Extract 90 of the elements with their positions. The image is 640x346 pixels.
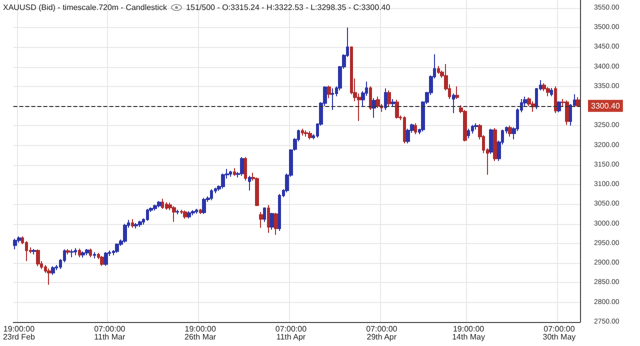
candlestick — [369, 86, 372, 110]
candlestick — [134, 222, 138, 230]
candlestick — [437, 65, 440, 74]
candlestick — [13, 238, 17, 250]
candlestick — [131, 218, 134, 228]
x-tick-label: 07:00:00 30th May — [542, 324, 576, 342]
candlestick — [376, 96, 380, 108]
candlestick — [452, 92, 455, 114]
candlestick — [157, 200, 161, 208]
candlestick — [165, 202, 168, 210]
candlestick — [51, 266, 55, 276]
candlestick — [267, 204, 270, 234]
candlestick — [331, 88, 334, 110]
x-tick-label: 07:00:00 29th Apr — [366, 324, 398, 342]
candlestick — [172, 206, 176, 222]
candlestick — [32, 248, 36, 255]
candlestick — [100, 256, 104, 266]
candlestick — [25, 240, 28, 262]
candlestick — [554, 86, 557, 114]
candlestick — [202, 197, 206, 215]
candlestick — [93, 252, 96, 259]
candlestick — [191, 210, 195, 216]
candlestick — [229, 170, 232, 178]
candlestick — [489, 128, 493, 154]
candlestick — [546, 86, 550, 97]
candlestick — [403, 116, 406, 144]
candlestick — [74, 248, 77, 256]
candlestick — [221, 173, 225, 189]
candlestick — [278, 193, 281, 232]
candlestick — [66, 248, 70, 255]
candlestick — [455, 86, 459, 100]
candlestick — [565, 100, 569, 126]
candlestick — [195, 208, 198, 214]
candlestick — [387, 90, 391, 107]
x-tick-label: 07:00:00 11th Apr — [275, 324, 308, 342]
candlestick — [123, 223, 127, 244]
candlestick — [270, 212, 274, 230]
candlestick — [210, 188, 213, 201]
candlestick — [233, 168, 236, 176]
candlestick — [176, 209, 179, 215]
candlestick — [161, 198, 164, 210]
candlestick — [153, 204, 157, 211]
candlestick — [138, 220, 142, 228]
candlestick — [183, 210, 187, 220]
candlestick — [255, 176, 259, 207]
candlestick — [308, 130, 312, 140]
candlestick — [508, 125, 512, 138]
candlestick — [244, 156, 247, 182]
candlestick — [301, 128, 304, 136]
candlestick — [474, 122, 478, 130]
candlestick — [104, 252, 108, 266]
candlestick — [263, 206, 266, 222]
candlestick — [493, 128, 497, 162]
candlestick — [576, 96, 580, 108]
candlestick — [180, 209, 183, 215]
candlestick — [240, 156, 244, 176]
candlestick — [414, 122, 417, 135]
candlestick — [471, 124, 474, 134]
candlestick — [199, 208, 202, 215]
candlestick — [248, 175, 251, 191]
chart-subtitle: 151/500 - O:3315.24 - H:3322.53 - L:3298.35 - C:3300.40 — [186, 3, 390, 12]
ref-line-label: 3300.40 — [591, 101, 620, 110]
candlestick — [85, 248, 89, 256]
candlestick — [391, 98, 395, 107]
candlestick — [115, 242, 119, 254]
candlestick — [78, 248, 81, 258]
candlestick — [550, 87, 553, 97]
x-tick-label: 19:00:00 23rd Feb — [2, 324, 36, 342]
candlestick — [557, 100, 561, 113]
candlestick — [463, 109, 467, 142]
candlestick — [146, 208, 149, 222]
x-tick-label: 19:00:00 26th Mar — [184, 324, 216, 342]
candlestick — [372, 98, 376, 118]
candlestick — [81, 250, 85, 258]
candlestick — [70, 248, 74, 258]
candlestick — [259, 212, 263, 228]
candlestick — [47, 268, 51, 286]
candlestick — [187, 210, 191, 219]
candlestick — [36, 248, 40, 267]
candlestick — [542, 82, 546, 92]
candlestick — [384, 88, 387, 110]
candlestick — [467, 128, 470, 139]
chart-title: XAUUSD (Bid) - timescale.720m - Candlestick — [3, 3, 168, 12]
candlestick — [89, 248, 92, 258]
candlestick — [274, 212, 278, 236]
x-tick-label: 19:00:00 14th May — [452, 324, 485, 342]
x-tick-label: 07:00:00 11th Mar — [94, 324, 126, 342]
candlestick — [304, 130, 308, 138]
candlestick — [395, 99, 399, 120]
candlestick — [327, 85, 331, 99]
